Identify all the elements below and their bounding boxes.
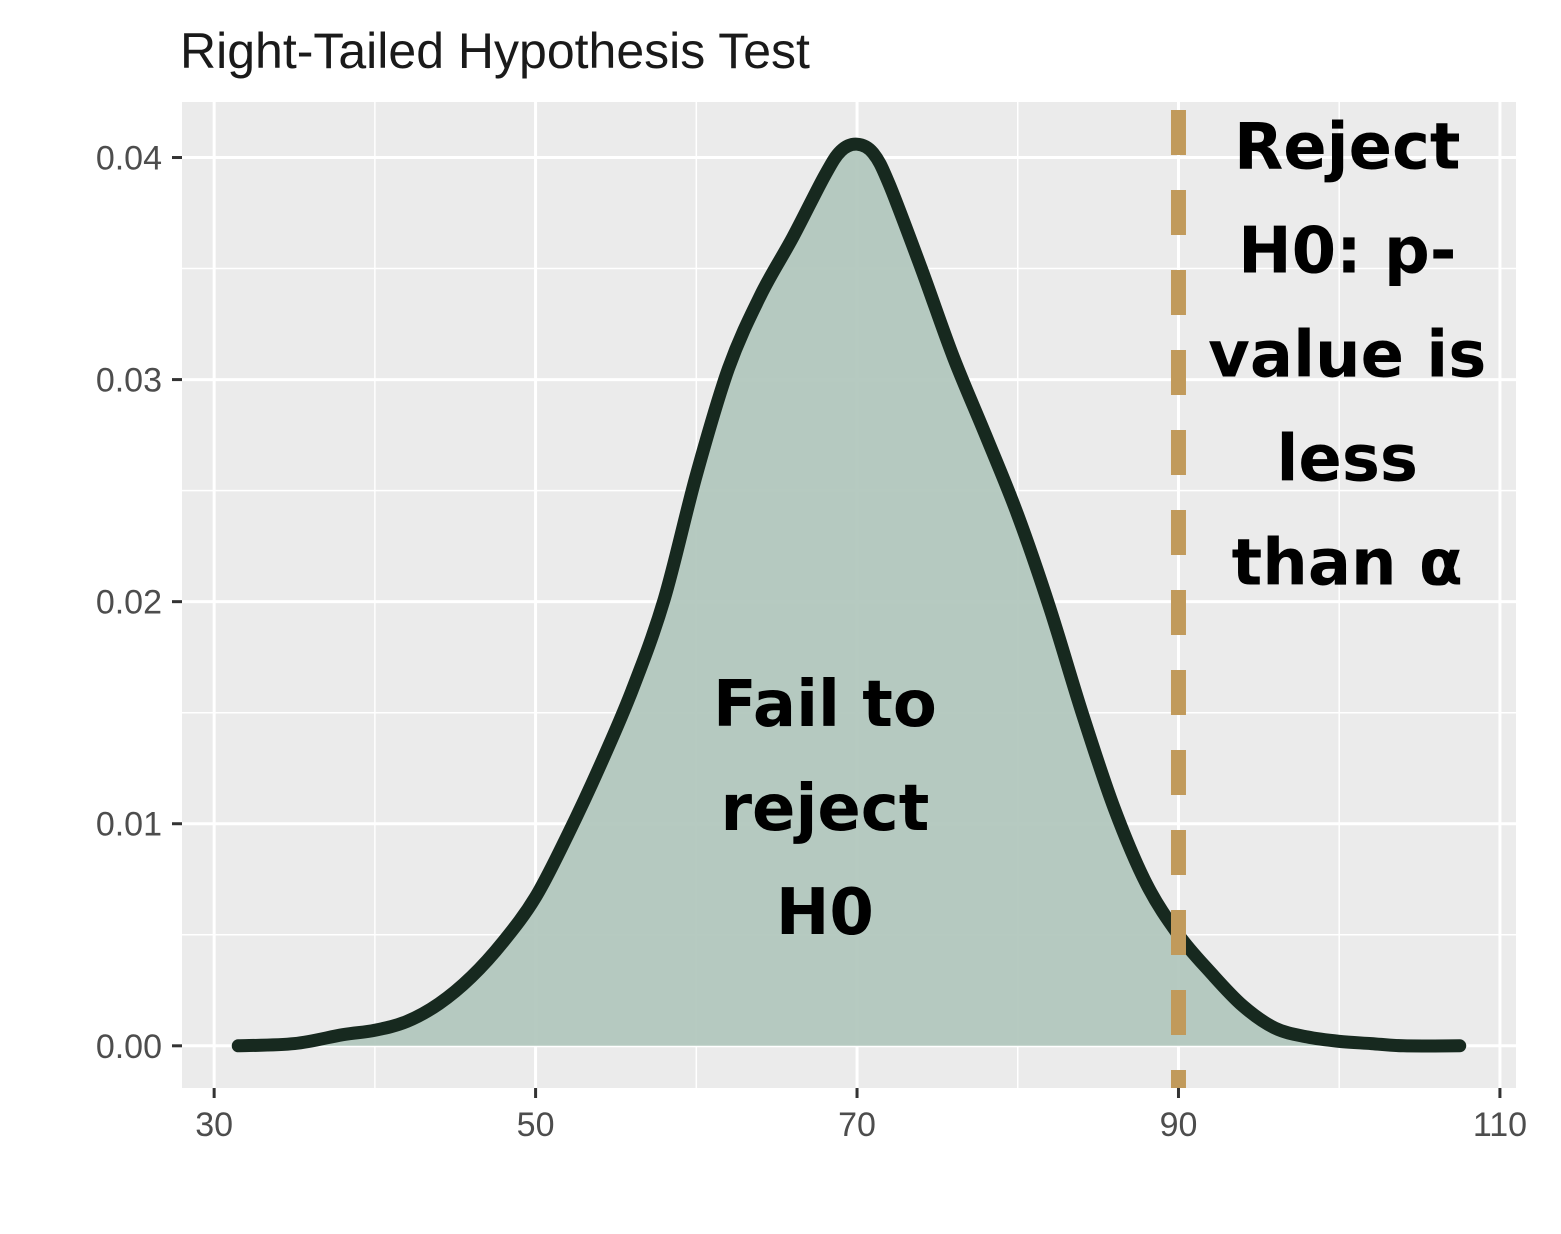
fail-to-reject-annotation: Fail to reject H0 <box>713 668 937 950</box>
y-tick-label: 0.01 <box>96 806 162 844</box>
axis-ticks: 0.00 0.01 0.02 0.03 0.04 30 50 70 90 110 <box>96 140 1527 1144</box>
annotation-line: Fail to <box>713 668 937 742</box>
annotation-line: H0 <box>776 876 874 950</box>
annotation-line: Reject <box>1234 111 1461 185</box>
x-tick-label: 110 <box>1473 1106 1527 1144</box>
annotations: Fail to reject H0 Reject H0: p-value is less t… <box>713 111 1486 950</box>
x-tick-label: 50 <box>517 1106 555 1144</box>
y-tick-label: 0.00 <box>96 1028 162 1066</box>
x-tick-label: 70 <box>838 1106 876 1144</box>
annotation-line: value is <box>1208 319 1486 393</box>
annotation-line: H0: p- <box>1238 215 1456 289</box>
reject-annotation: Reject H0: p-value is less than α <box>1208 111 1486 601</box>
y-tick-label: 0.04 <box>96 140 162 178</box>
annotation-line: than α <box>1232 527 1463 601</box>
annotation-line: less <box>1276 423 1418 497</box>
annotation-line: reject <box>720 772 929 846</box>
density-curve <box>231 137 1467 1053</box>
y-tick-label: 0.02 <box>96 584 162 622</box>
density-area <box>238 144 1460 1046</box>
x-tick-label: 90 <box>1160 1106 1198 1144</box>
x-tick-label: 30 <box>195 1106 233 1144</box>
chart-title: Right-Tailed Hypothesis Test <box>180 23 810 79</box>
y-tick-label: 0.03 <box>96 362 162 400</box>
